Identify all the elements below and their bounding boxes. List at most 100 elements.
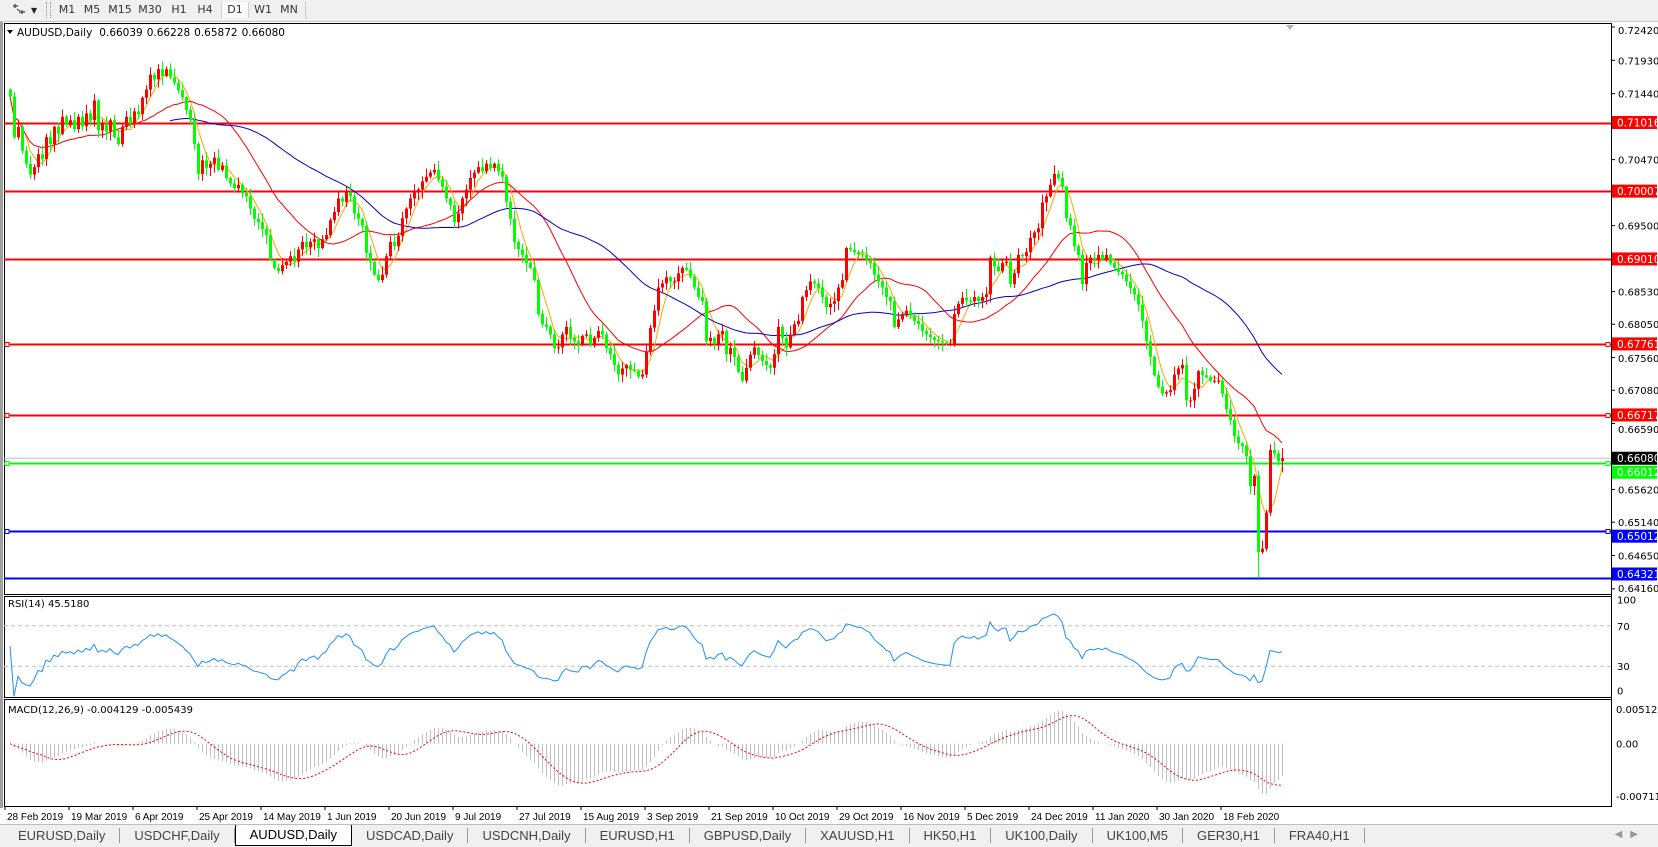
- level-handle-icon[interactable]: [4, 461, 10, 466]
- timeframe-m15[interactable]: M15: [108, 3, 132, 16]
- level-handle-icon[interactable]: [1605, 529, 1611, 534]
- candle-body: [1213, 380, 1216, 382]
- candle-body: [17, 126, 20, 138]
- candle: [869, 256, 872, 269]
- tab-usdcnh-daily[interactable]: USDCNH,Daily: [468, 828, 586, 843]
- candle: [777, 318, 780, 362]
- level-handle-icon[interactable]: [4, 529, 10, 534]
- candle-body: [1217, 380, 1220, 382]
- level-handle-icon[interactable]: [4, 413, 10, 418]
- candle-body: [577, 341, 580, 345]
- candle: [785, 332, 788, 357]
- candle-body: [485, 163, 488, 172]
- toolbar-grip[interactable]: [46, 2, 51, 18]
- tab-uk100-m5[interactable]: UK100,M5: [1093, 828, 1183, 843]
- level-price-label-box: [1612, 116, 1657, 130]
- timeframe-mn[interactable]: MN: [280, 3, 298, 16]
- candle: [25, 145, 28, 168]
- candle: [517, 239, 520, 258]
- ma-slow-line: [169, 118, 1283, 375]
- dropdown-arrow-icon[interactable]: ▼: [31, 6, 38, 15]
- candle: [241, 182, 244, 199]
- candle: [781, 324, 784, 347]
- tab-fra40-h1[interactable]: FRA40,H1: [1275, 828, 1365, 843]
- candle-body: [953, 314, 956, 344]
- line-studies-icon[interactable]: [11, 3, 27, 18]
- candle-body: [885, 287, 888, 298]
- timeframe-d1[interactable]: D1: [221, 2, 249, 18]
- candle-body: [273, 259, 276, 268]
- tab-gbpusd-daily[interactable]: GBPUSD,Daily: [690, 828, 807, 843]
- candle: [1097, 246, 1100, 269]
- candle-body: [109, 120, 112, 132]
- candle-body: [965, 297, 968, 301]
- candle: [29, 155, 32, 180]
- collapse-triangle-icon[interactable]: [7, 30, 13, 34]
- level-handle-icon[interactable]: [1605, 342, 1611, 347]
- level-handle-icon[interactable]: [1605, 413, 1611, 418]
- candle: [305, 233, 308, 255]
- timeframe-m1[interactable]: M1: [58, 3, 76, 16]
- date-label: 28 Feb 2019: [7, 812, 64, 823]
- candle-body: [1021, 254, 1024, 257]
- candle-body: [589, 334, 592, 345]
- candle: [593, 335, 596, 348]
- candle-body: [1173, 374, 1176, 391]
- chart-shift-marker-icon[interactable]: [1286, 25, 1294, 30]
- candle-body: [757, 347, 760, 355]
- candle: [433, 164, 436, 176]
- candle: [689, 261, 692, 279]
- candle-body: [61, 116, 64, 134]
- tab-scroll-arrows-icon[interactable]: ◀▶: [1614, 829, 1646, 840]
- candle-body: [753, 347, 756, 355]
- timeframe-h1[interactable]: H1: [171, 3, 187, 16]
- candle-body: [1061, 178, 1064, 187]
- open-value: 0.66039: [99, 27, 142, 39]
- candle: [297, 246, 300, 268]
- timeframe-w1[interactable]: W1: [254, 3, 272, 16]
- candle: [681, 265, 684, 283]
- level-handle-icon[interactable]: [4, 342, 10, 347]
- candle: [17, 119, 20, 140]
- tab-ger30-h1[interactable]: GER30,H1: [1183, 828, 1275, 843]
- candle-body: [77, 116, 80, 130]
- candle-body: [1145, 320, 1148, 342]
- macd-label: MACD(12,26,9) -0.004129 -0.005439: [8, 705, 193, 716]
- candle: [261, 213, 264, 238]
- price-tick-label: 0.71440: [1618, 90, 1658, 101]
- candle: [1057, 170, 1060, 181]
- candle: [657, 278, 660, 316]
- tab-audusd-daily[interactable]: AUDUSD,Daily: [234, 825, 353, 846]
- tab-hk50-h1[interactable]: HK50,H1: [910, 828, 992, 843]
- candle-body: [621, 368, 624, 375]
- candle: [925, 327, 928, 341]
- candle-body: [693, 276, 696, 288]
- timeframe-h4[interactable]: H4: [197, 3, 213, 16]
- candle-body: [297, 249, 300, 262]
- candle-body: [765, 360, 768, 366]
- candle: [1125, 269, 1128, 287]
- candle-body: [357, 213, 360, 219]
- candle: [129, 108, 132, 128]
- candle-body: [889, 297, 892, 302]
- candle: [137, 104, 140, 120]
- price-chart[interactable]: 0.72420 0.71930 0.71440 0.71016 0.70470 0.700…: [0, 0, 1658, 824]
- candle-body: [129, 116, 132, 124]
- candle-body: [521, 249, 524, 255]
- tab-xauusd-h1[interactable]: XAUUSD,H1: [806, 828, 910, 843]
- tab-uk100-daily[interactable]: UK100,Daily: [991, 828, 1093, 843]
- rsi-axis-label: 30: [1617, 662, 1630, 673]
- timeframe-m5[interactable]: M5: [83, 3, 101, 16]
- candle-body: [505, 176, 508, 202]
- tab-usdchf-daily[interactable]: USDCHF,Daily: [120, 828, 235, 843]
- tab-eurusd-daily[interactable]: EURUSD,Daily: [4, 828, 121, 843]
- candle: [81, 110, 84, 131]
- level-handle-icon[interactable]: [1605, 461, 1611, 466]
- candle-body: [397, 235, 400, 247]
- candle-body: [933, 337, 936, 340]
- candle-body: [449, 198, 452, 206]
- timeframe-m30[interactable]: M30: [138, 3, 162, 16]
- candle-body: [1057, 173, 1060, 179]
- tab-eurusd-h1[interactable]: EURUSD,H1: [586, 828, 690, 843]
- tab-usdcad-daily[interactable]: USDCAD,Daily: [352, 828, 469, 843]
